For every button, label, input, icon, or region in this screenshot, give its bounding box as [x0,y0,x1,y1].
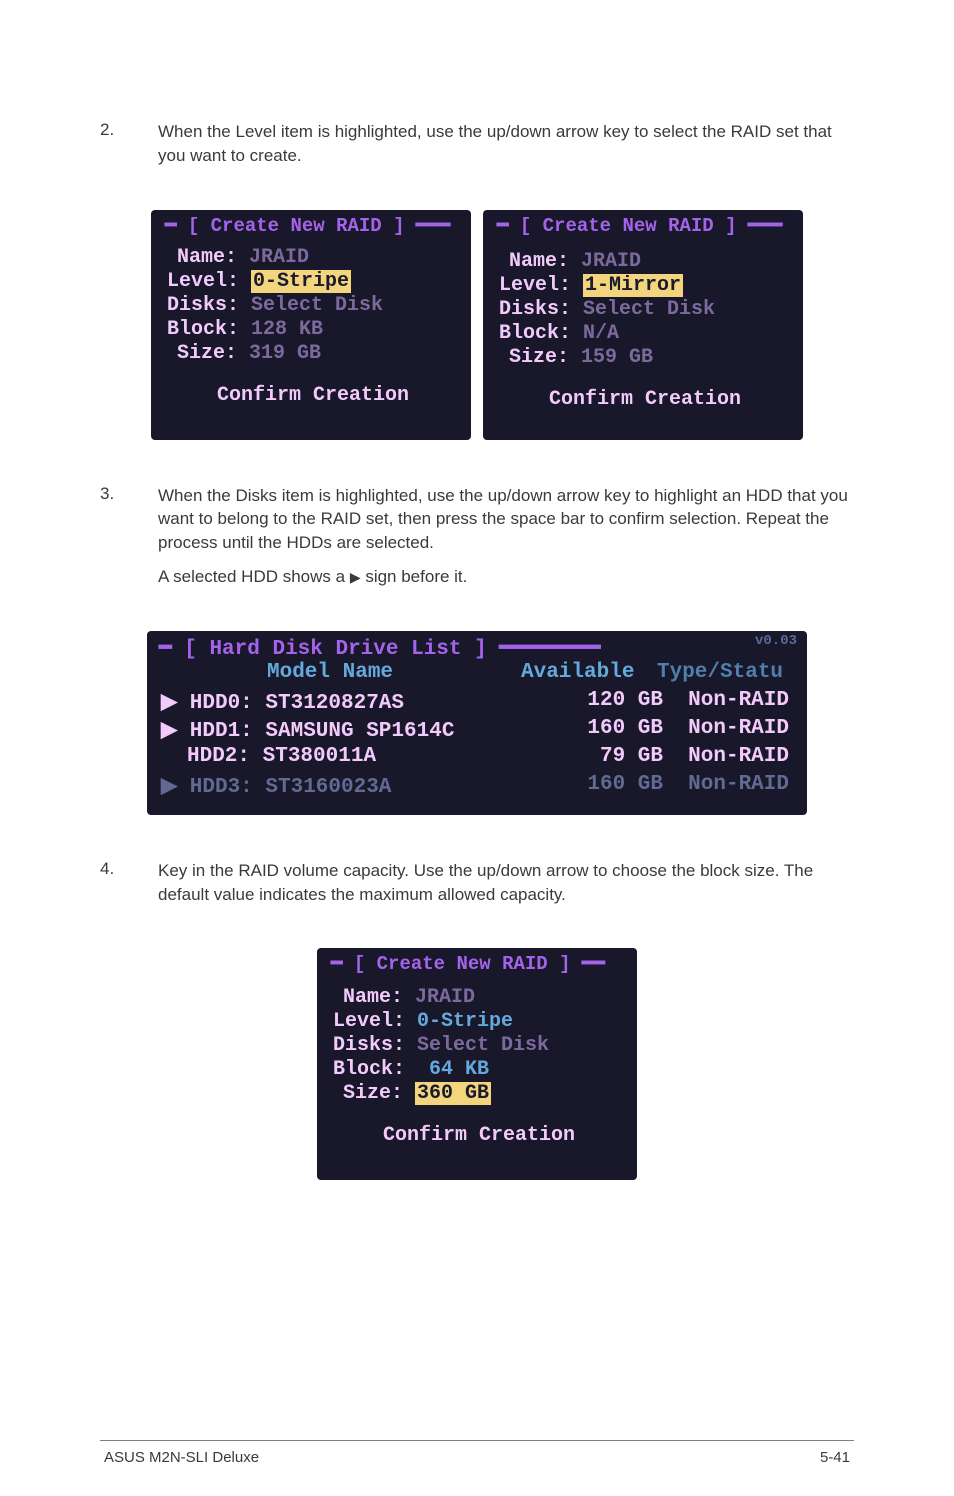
hdd-model: ST3160023A [265,776,391,799]
hdd-list-title: ━ [ Hard Disk Drive List ] ━━━━━━━━ [159,635,600,661]
col-type: Type/Statu [657,661,783,684]
panel-title: ━ [ Create New RAID ] ━━━ [497,214,782,237]
step-3: 3. When the Disks item is highlighted, u… [100,484,854,595]
hdd-avail: 79 GB [600,745,663,768]
block-label: Block: [499,322,571,345]
size-label: Size: [343,1082,403,1105]
step-3-text: When the Disks item is highlighted, use … [158,484,854,555]
level-value[interactable]: 0-Stripe [251,270,351,293]
select-arrow-icon: ▶ [161,720,190,743]
page-footer: ASUS M2N-SLI Deluxe 5-41 [100,1449,854,1466]
step-4: 4. Key in the RAID volume capacity. Use … [100,859,854,913]
step-text: When the Disks item is highlighted, use … [158,484,854,595]
footer-left: ASUS M2N-SLI Deluxe [104,1449,259,1466]
hdd-avail: 160 GB [587,773,663,796]
confirm-label: Confirm Creation [217,384,409,407]
footer-rule [100,1440,854,1441]
level-label: Level: [499,274,571,297]
sub-post: sign before it. [361,567,468,586]
disks-label: Disks: [499,298,571,321]
size-value[interactable]: 360 GB [415,1082,491,1105]
panel-title: ━ [ Create New RAID ] ━━━ [165,214,450,237]
bios-panel-mirror: ━ [ Create New RAID ] ━━━ Name: JRAID Le… [483,210,803,440]
footer-right: 5-41 [820,1449,850,1466]
step-3-sub: A selected HDD shows a ▶ sign before it. [158,565,854,589]
corner-text: v0.03 [755,633,797,649]
block-value: 128 KB [239,318,323,341]
step-2: 2. When the Level item is highlighted, u… [100,120,854,174]
hdd-id: HDD3: [190,776,253,799]
level-label: Level: [333,1010,405,1033]
bios-panels-row: ━ [ Create New RAID ] ━━━ Name: JRAID Le… [100,210,854,440]
hdd-type: Non-RAID [688,773,789,796]
block-value: 64 KB [405,1058,489,1081]
hdd-type: Non-RAID [688,689,789,712]
name-value: JRAID [249,246,309,269]
step-num: 3. [100,484,128,595]
name-value: JRAID [581,250,641,273]
hdd-model: SAMSUNG SP1614C [265,720,454,743]
select-arrow-icon: ▶ [161,692,190,715]
hdd-model: ST380011A [263,745,376,768]
bios-panel-stripe: ━ [ Create New RAID ] ━━━ Name: JRAID Le… [151,210,471,440]
step-text: When the Level item is highlighted, use … [158,120,854,174]
hdd-model: ST3120827AS [265,692,404,715]
col-available: Available [521,661,634,684]
hdd-avail: 120 GB [587,689,663,712]
step-num: 4. [100,859,128,913]
hdd-type: Non-RAID [688,745,789,768]
name-value: JRAID [415,986,475,1009]
name-label: Name: [177,246,237,269]
hdd-id: HDD1: [190,720,253,743]
block-label: Block: [333,1058,405,1081]
hdd-id: HDD2: [187,745,250,768]
confirm-label: Confirm Creation [549,388,741,411]
size-label: Size: [509,346,569,369]
level-label: Level: [167,270,239,293]
size-value: 159 GB [569,346,653,369]
triangle-icon: ▶ [350,568,361,588]
disks-value: Select Disk [583,298,715,321]
disks-value: Select Disk [417,1034,549,1057]
confirm-label: Confirm Creation [383,1124,575,1147]
hdd-id: HDD0: [190,692,253,715]
name-label: Name: [343,986,403,1009]
level-value: 0-Stripe [417,1010,513,1033]
disks-label: Disks: [167,294,239,317]
bios-panel-size: ━ [ Create New RAID ] ━━ Name: JRAID Lev… [317,948,637,1180]
hdd-type: Non-RAID [688,717,789,740]
panel-title: ━ [ Create New RAID ] ━━ [331,952,605,975]
hdd-list-panel: v0.03 ━ [ Hard Disk Drive List ] ━━━━━━━… [147,631,807,815]
block-value: N/A [583,322,619,345]
disks-value: Select Disk [251,294,383,317]
sub-pre: A selected HDD shows a [158,567,350,586]
disks-label: Disks: [333,1034,405,1057]
hdd-avail: 160 GB [587,717,663,740]
level-value[interactable]: 1-Mirror [583,274,683,297]
step-num: 2. [100,120,128,174]
step-2-text: When the Level item is highlighted, use … [158,120,854,168]
select-arrow-icon: ▶ [161,776,190,799]
block-label: Block: [167,318,239,341]
step-text: Key in the RAID volume capacity. Use the… [158,859,854,913]
step-4-text: Key in the RAID volume capacity. Use the… [158,859,854,907]
size-label: Size: [177,342,237,365]
size-value: 319 GB [237,342,321,365]
col-model: Model Name [267,661,393,684]
name-label: Name: [509,250,569,273]
